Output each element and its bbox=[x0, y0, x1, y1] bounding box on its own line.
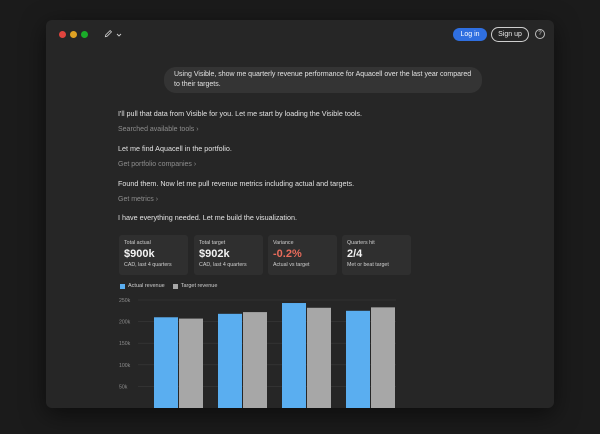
chevron-right-icon: › bbox=[193, 161, 197, 168]
sign-up-button[interactable]: Sign up bbox=[491, 27, 529, 42]
bar-actual-q4[interactable] bbox=[346, 310, 370, 408]
stat-subtext: Met or beat target bbox=[347, 262, 389, 268]
tool-call-label: Get portfolio companies bbox=[118, 161, 192, 168]
bar-actual-q3[interactable] bbox=[282, 303, 306, 408]
stat-subtext: CAD, last 4 quarters bbox=[124, 262, 172, 268]
revenue-bar-chart: 250k 200k 150k 100k 50k bbox=[119, 298, 396, 408]
assistant-message: I have everything needed. Let me build t… bbox=[118, 213, 298, 222]
stat-value: $902k bbox=[199, 248, 230, 260]
legend-label: Target revenue bbox=[180, 283, 218, 289]
bar-target-q2[interactable] bbox=[243, 312, 267, 408]
app-window: Log in Sign up ? Using Visible, show me … bbox=[46, 20, 554, 408]
legend-label: Actual revenue bbox=[128, 283, 165, 289]
tool-call-label: Searched available tools bbox=[118, 126, 195, 133]
y-tick-label: 100k bbox=[119, 363, 131, 369]
pencil-icon bbox=[104, 29, 113, 41]
help-icon[interactable]: ? bbox=[535, 29, 545, 39]
maximize-window-button[interactable] bbox=[81, 31, 88, 38]
bar-target-q1[interactable] bbox=[179, 318, 203, 408]
y-tick-label: 50k bbox=[119, 384, 128, 390]
minimize-window-button[interactable] bbox=[70, 31, 77, 38]
stat-subtext: CAD, last 4 quarters bbox=[199, 262, 247, 268]
assistant-message: I'll pull that data from Visible for you… bbox=[118, 109, 363, 118]
bar-target-q3[interactable] bbox=[307, 307, 331, 408]
stat-subtext: Actual vs target bbox=[273, 262, 310, 268]
bar-actual-q2[interactable] bbox=[218, 313, 242, 408]
chevron-right-icon: › bbox=[196, 126, 199, 133]
stat-value: 2/4 bbox=[347, 248, 363, 260]
stat-label: Variance bbox=[273, 240, 294, 246]
stat-card-total-target: Total target $902k CAD, last 4 quarters bbox=[194, 235, 263, 275]
title-bar: Log in Sign up ? bbox=[46, 20, 554, 48]
y-tick-label: 250k bbox=[119, 298, 131, 304]
legend-item-target: Target revenue bbox=[172, 283, 218, 289]
stat-label: Total target bbox=[199, 240, 226, 246]
stat-label: Quarters hit bbox=[347, 240, 375, 246]
stat-label: Total actual bbox=[124, 240, 151, 246]
chart-legend: Actual revenue Target revenue bbox=[120, 283, 217, 289]
stat-value: -0.2% bbox=[273, 248, 302, 260]
tool-call-label: Get metrics bbox=[118, 196, 154, 203]
new-chat-button[interactable] bbox=[104, 29, 122, 41]
stat-value: $900k bbox=[124, 248, 155, 260]
stat-card-total-actual: Total actual $900k CAD, last 4 quarters bbox=[119, 235, 188, 275]
tool-call-portfolio-companies[interactable]: Get portfolio companies › bbox=[118, 161, 196, 168]
chevron-right-icon: › bbox=[155, 196, 159, 203]
bar-target-q4[interactable] bbox=[371, 307, 395, 408]
stat-card-quarters-hit: Quarters hit 2/4 Met or beat target bbox=[342, 235, 411, 275]
close-window-button[interactable] bbox=[59, 31, 66, 38]
legend-swatch-target bbox=[172, 283, 178, 289]
chevron-down-icon bbox=[116, 30, 122, 41]
tool-call-get-metrics[interactable]: Get metrics › bbox=[118, 196, 158, 203]
log-in-button[interactable]: Log in bbox=[453, 28, 487, 41]
assistant-message: Let me find Aquacell in the portfolio. bbox=[118, 144, 232, 153]
legend-swatch-actual bbox=[120, 283, 125, 289]
bar-actual-q1[interactable] bbox=[154, 317, 178, 408]
stat-card-variance: Variance -0.2% Actual vs target bbox=[268, 235, 337, 275]
y-tick-label: 200k bbox=[119, 320, 131, 326]
assistant-message: Found them. Now let me pull revenue metr… bbox=[118, 179, 355, 188]
tool-call-search-tools[interactable]: Searched available tools › bbox=[118, 126, 199, 133]
legend-item-actual: Actual revenue bbox=[120, 283, 165, 289]
y-tick-label: 150k bbox=[119, 341, 131, 347]
user-message: Using Visible, show me quarterly revenue… bbox=[164, 67, 482, 93]
